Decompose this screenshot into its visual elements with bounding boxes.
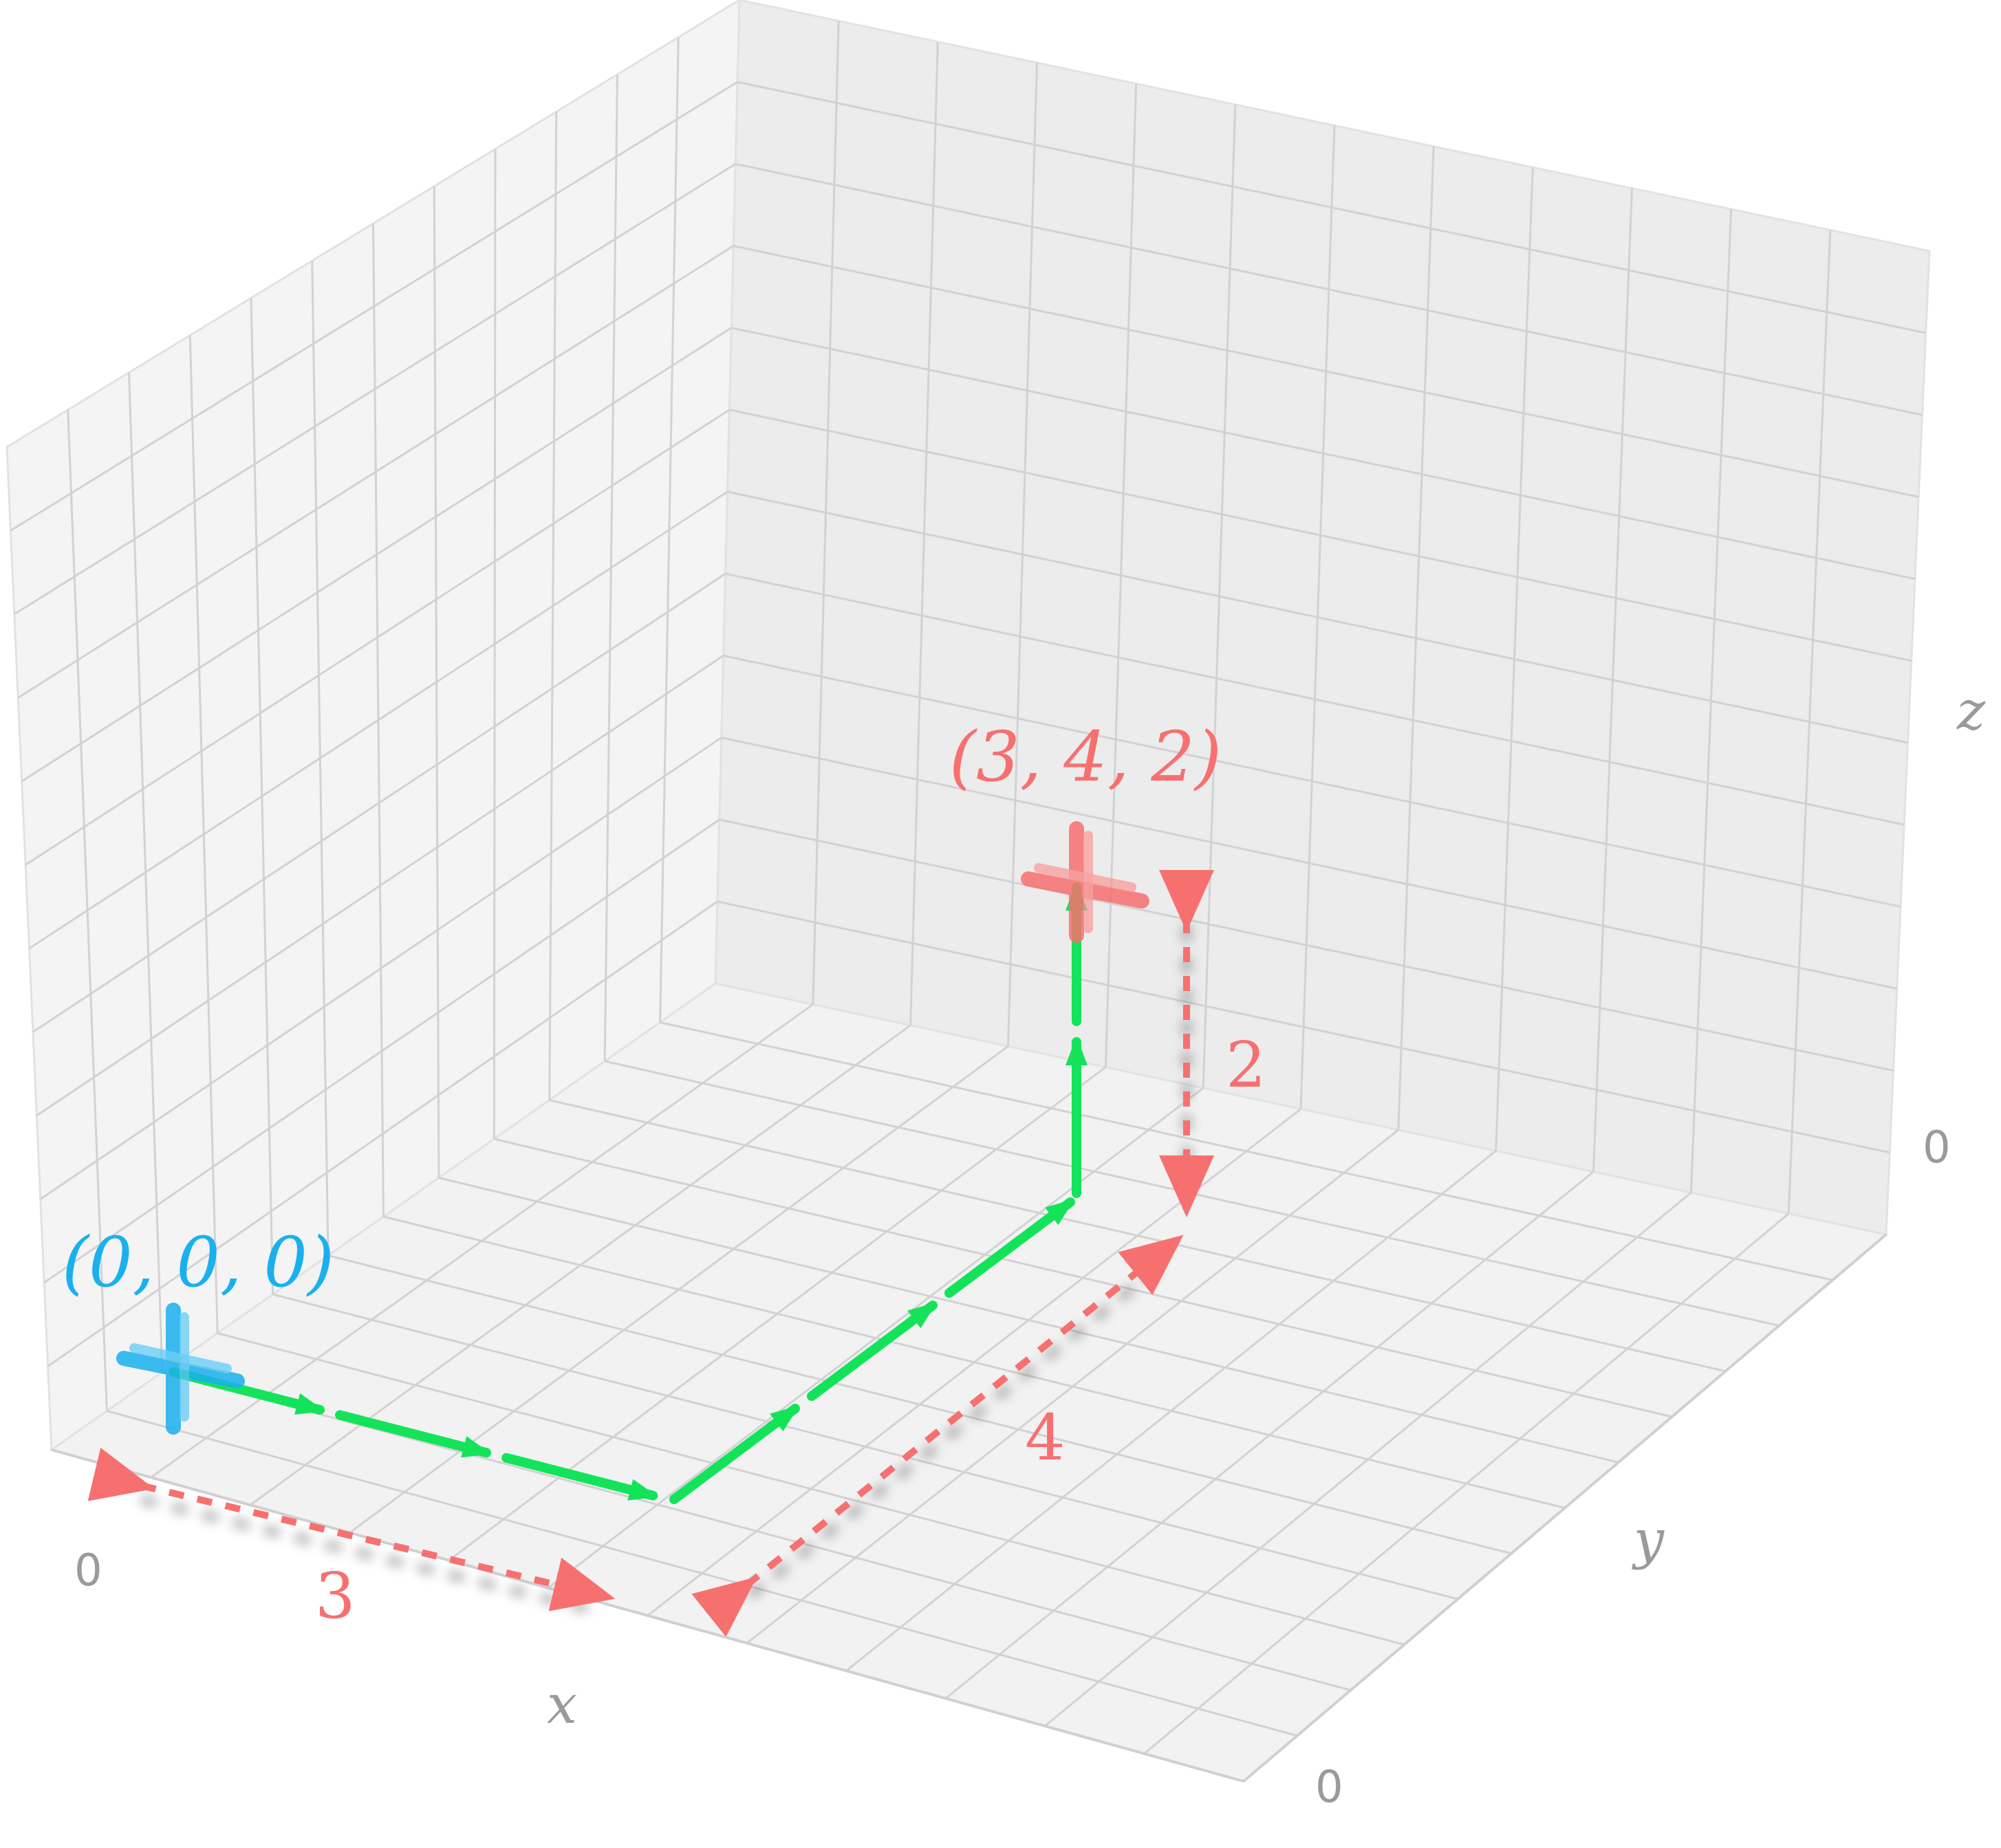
origin-marker: [116, 1303, 245, 1435]
path-segment: [944, 1197, 1075, 1298]
path-arrowhead: [770, 1405, 800, 1432]
z-axis-tick-0: 0: [1923, 1122, 1951, 1173]
grid-line: [719, 818, 1894, 1072]
grid-line: [660, 1021, 1833, 1281]
step-path: [169, 882, 1088, 1504]
y-axis-tick-0: 0: [1315, 1762, 1343, 1813]
x-axis-tick-0: 0: [74, 1545, 102, 1596]
path-arrowhead: [294, 1393, 325, 1415]
y-distance-arrow: [691, 1235, 1184, 1637]
path-arrowhead: [1045, 1199, 1075, 1226]
path-arrowhead: [1066, 1036, 1088, 1065]
x-distance-label: 3: [315, 1559, 356, 1633]
path-arrowhead: [907, 1302, 938, 1329]
path-segment: [807, 1301, 938, 1401]
z-axis-label: z: [1956, 680, 1986, 742]
grid-line: [43, 818, 720, 1284]
target-point-label: (3, 4, 2): [949, 717, 1222, 797]
y-distance-label: 4: [1025, 1401, 1066, 1475]
z-distance-label: 2: [1226, 1028, 1266, 1102]
grid-line: [659, 37, 680, 1023]
grid-line: [1044, 1192, 1692, 1727]
y-axis-label: y: [1632, 1509, 1665, 1571]
path-arrowhead: [627, 1479, 658, 1501]
origin-point-label: (0, 0, 0): [62, 1222, 334, 1303]
y-axis-line: [1242, 1233, 1888, 1783]
grid-line: [493, 149, 497, 1140]
grid-line: [717, 900, 1890, 1154]
path-segment: [335, 1410, 492, 1458]
path-segment: [669, 1404, 800, 1504]
x-distance-arrow: [87, 1447, 616, 1611]
grid-line: [1143, 1213, 1790, 1754]
x-axis-label: x: [547, 1674, 577, 1736]
path-arrowhead: [461, 1436, 492, 1458]
grid-line: [1787, 230, 1832, 1214]
target-marker: [1021, 821, 1149, 943]
path-segment: [501, 1453, 658, 1501]
grid-line: [47, 900, 718, 1367]
